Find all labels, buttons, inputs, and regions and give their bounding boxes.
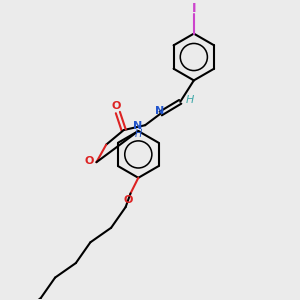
Text: O: O [124,195,133,205]
Text: O: O [85,156,94,166]
Text: O: O [111,101,121,111]
Text: N: N [155,106,164,116]
Text: H: H [186,95,194,105]
Text: N: N [133,121,142,131]
Text: H: H [135,129,142,139]
Text: I: I [192,2,196,15]
